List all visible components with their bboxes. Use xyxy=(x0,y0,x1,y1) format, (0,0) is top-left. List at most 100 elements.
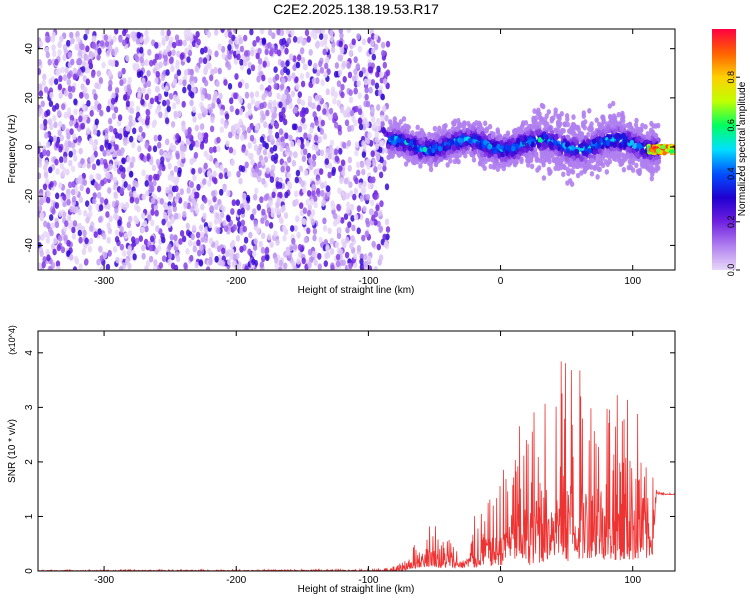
spectrogram-cell xyxy=(355,161,361,169)
spectrogram-cell xyxy=(70,58,75,66)
spectrogram-cell xyxy=(107,142,112,150)
spectrogram-cell xyxy=(304,29,310,37)
spectrogram-cell xyxy=(296,231,301,239)
spectrogram-cell xyxy=(265,109,270,117)
spectrogram-cell xyxy=(305,140,310,147)
spectrogram-cell xyxy=(259,261,264,268)
spectrogram-cell xyxy=(574,149,580,155)
spectrogram-cell xyxy=(422,156,427,163)
spectrogram-cell xyxy=(255,36,261,43)
spectrogram-cell xyxy=(134,237,140,245)
spectrogram-cell xyxy=(378,254,384,262)
spectrogram-cell xyxy=(259,102,265,110)
spectrogram-cell xyxy=(163,151,168,159)
spectrogram-cell xyxy=(181,235,187,243)
spectrogram-cell xyxy=(373,166,378,173)
spectrogram-cell xyxy=(39,250,44,258)
spectrogram-cell xyxy=(358,123,364,131)
spectrogram-cell xyxy=(529,130,535,137)
spectrogram-cell xyxy=(375,204,380,212)
spectrogram-cell xyxy=(261,37,267,45)
spectrogram-cell xyxy=(45,178,50,185)
spectrogram-cell xyxy=(144,59,149,66)
spectrogram-cell xyxy=(154,77,159,84)
spectrogram-cell xyxy=(339,248,344,256)
spectrogram-cell xyxy=(160,29,165,37)
spectrogram-cell xyxy=(102,150,107,157)
spectrogram-cell xyxy=(570,122,575,128)
spectrogram-cell xyxy=(267,102,272,110)
spectrogram-cell xyxy=(272,100,277,107)
spectrogram-cell xyxy=(343,213,349,221)
colorbar: 0.00.20.40.60.8 Normalized spectral ampl… xyxy=(712,29,748,276)
spectrogram-cell xyxy=(384,114,389,122)
spectrogram-cell xyxy=(114,132,120,139)
spectrogram-cell xyxy=(267,90,273,98)
spectrogram-cell xyxy=(69,254,74,261)
spectrogram-cell xyxy=(119,226,124,233)
spectrogram-cell xyxy=(436,129,441,135)
spectrogram-cell xyxy=(493,148,498,154)
spectrogram-cell xyxy=(352,252,358,260)
spectrogram-cell xyxy=(145,118,150,125)
spectrogram-cell xyxy=(302,207,308,215)
spectrogram-cell xyxy=(422,146,427,153)
spectrogram-cell xyxy=(487,144,492,150)
spectrogram-cell xyxy=(313,195,318,203)
spectrogram-cell xyxy=(99,40,105,47)
spectrogram-cell xyxy=(317,263,322,270)
spectrogram-cell xyxy=(334,241,340,249)
spectrogram-cell xyxy=(77,222,83,230)
spectrogram-cell xyxy=(212,93,218,101)
spectrogram-cell xyxy=(610,150,615,157)
spectrogram-cell xyxy=(226,215,231,223)
spectrogram-cell xyxy=(171,49,176,56)
spectrogram-cell xyxy=(336,203,341,211)
spectrogram-cell xyxy=(285,60,290,67)
spectrogram-cell xyxy=(79,91,84,99)
spectrogram-cell xyxy=(543,122,548,128)
spectrogram-cell xyxy=(561,128,566,134)
spectrogram-cell xyxy=(588,126,594,133)
spectrogram-cell xyxy=(141,169,146,177)
spectrogram-cell xyxy=(71,181,76,188)
spectrogram-cell xyxy=(185,248,190,255)
spectrogram-cell xyxy=(301,155,307,163)
spectrogram-cell xyxy=(662,150,667,156)
spectrogram-cell xyxy=(210,116,215,124)
spectrogram-cell xyxy=(353,213,359,221)
spectrogram-cell xyxy=(632,143,637,150)
spectrogram-cell xyxy=(310,102,316,110)
spectrogram-cell xyxy=(104,198,109,206)
spectrogram-cell xyxy=(336,232,342,240)
spectrogram-cell xyxy=(219,203,224,211)
spectrogram-cell xyxy=(297,97,302,105)
spectrogram-cell xyxy=(248,231,253,239)
spectrogram-cell xyxy=(220,45,226,53)
spectrogram-cell xyxy=(207,62,212,70)
spectrogram-cell xyxy=(161,39,166,46)
spectrogram-cell xyxy=(55,168,60,175)
spectrogram-cell xyxy=(596,129,602,135)
spectrogram-cell xyxy=(167,243,172,251)
spectrogram-cell xyxy=(565,148,571,154)
spectrogram-cell xyxy=(302,123,307,130)
spectrogram-cell xyxy=(122,204,128,211)
spectrogram-cell xyxy=(162,201,168,209)
spectrogram-cell xyxy=(84,92,90,100)
spectrogram-cell xyxy=(127,76,132,84)
spectrogram-cell xyxy=(376,117,381,125)
spectrogram-cell xyxy=(535,167,540,173)
spectrogram-cell xyxy=(320,79,325,87)
spectrogram-cell xyxy=(551,115,556,121)
spectrogram-cell xyxy=(597,121,602,128)
spectrogram-cell xyxy=(543,133,548,139)
spectrogram-cell xyxy=(146,70,151,77)
spectrogram-cell xyxy=(91,141,97,149)
spectrogram-cell xyxy=(169,233,174,241)
spectrogram-cell xyxy=(317,94,322,102)
spectrogram-cell xyxy=(215,212,220,220)
spectrogram-cell xyxy=(206,170,212,178)
spectrogram-cell xyxy=(472,149,478,155)
